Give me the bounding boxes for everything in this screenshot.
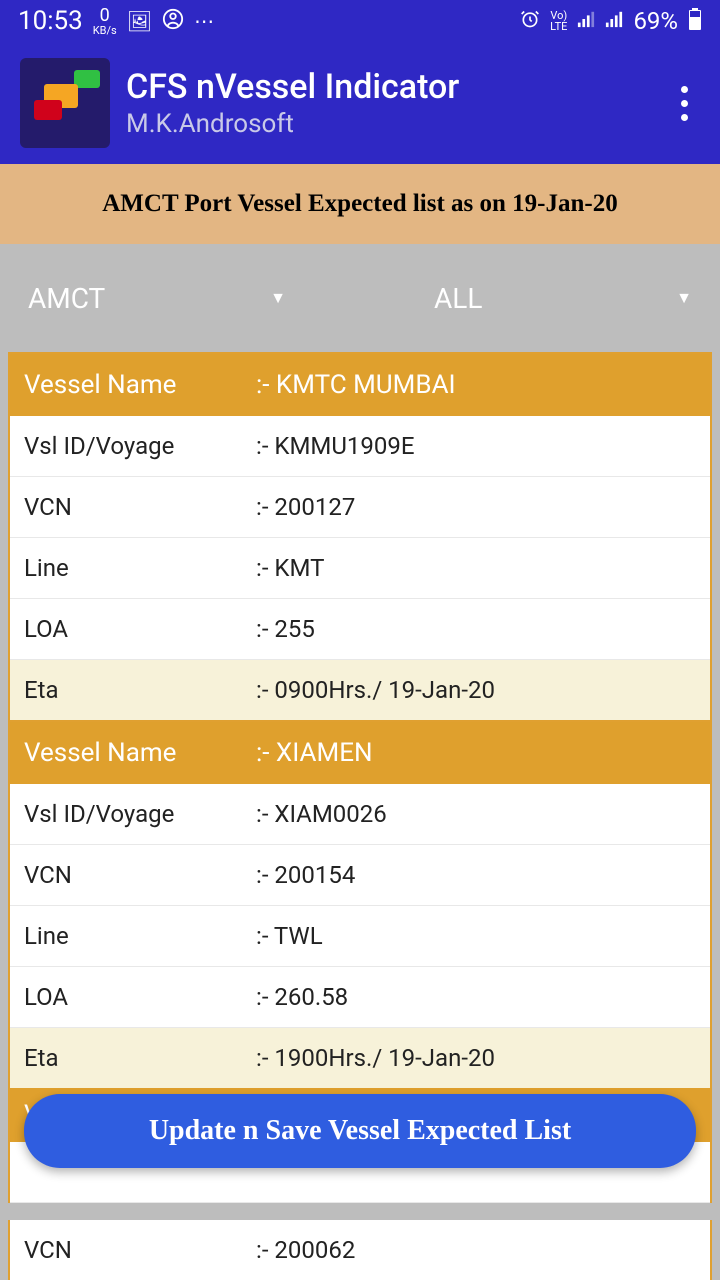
- vcn-label: VCN: [24, 493, 256, 521]
- vcn-value: :- 200154: [256, 861, 696, 889]
- line-filter-label: ALL: [434, 282, 482, 315]
- vessel-name-row: Vessel Name :- KMTC MUMBAI: [10, 354, 710, 416]
- loa-label: LOA: [24, 983, 256, 1011]
- overflow-menu-icon[interactable]: [668, 86, 700, 121]
- eta-label: Eta: [24, 1044, 256, 1072]
- account-icon: [162, 8, 184, 35]
- line-label: Line: [24, 922, 256, 950]
- line-label: Line: [24, 554, 256, 582]
- vcn-row: VCN :- 200154: [10, 845, 710, 906]
- eta-value: :- 1900Hrs./ 19-Jan-20: [256, 1044, 696, 1072]
- port-filter-dropdown[interactable]: AMCT ▼: [0, 282, 314, 315]
- vsl-id-value: :- KMMU1909E: [256, 432, 696, 460]
- battery-icon: [688, 8, 702, 35]
- loa-row: LOA :- 260.58: [10, 967, 710, 1028]
- update-save-button[interactable]: Update n Save Vessel Expected List: [24, 1094, 696, 1168]
- vsl-id-row: Vsl ID/Voyage :- KMMU1909E: [10, 416, 710, 477]
- loa-label: LOA: [24, 615, 256, 643]
- vcn-label: VCN: [24, 861, 256, 889]
- status-time: 10:53: [18, 6, 83, 36]
- vcn-label: VCN: [24, 1236, 256, 1264]
- vsl-id-row: Vsl ID/Voyage :- XIAM0026: [10, 784, 710, 845]
- eta-label: Eta: [24, 676, 256, 704]
- vsl-id-value: :- XIAM0026: [256, 800, 696, 828]
- app-logo: [20, 58, 110, 148]
- alarm-icon: [520, 9, 540, 34]
- line-filter-dropdown[interactable]: ALL ▼: [314, 282, 720, 315]
- vcn-value: :- 200127: [256, 493, 696, 521]
- eta-value: :- 0900Hrs./ 19-Jan-20: [256, 676, 696, 704]
- vcn-row: VCN :- 200127: [10, 477, 710, 538]
- vsl-id-label: Vsl ID/Voyage: [24, 800, 256, 828]
- vessel-name-label: Vessel Name: [24, 370, 256, 400]
- status-bar-right: Vo)LTE 69%: [520, 7, 702, 35]
- app-subtitle: M.K.Androsoft: [126, 109, 652, 139]
- vessel-name-row: Vessel Name :- XIAMEN: [10, 722, 710, 784]
- port-filter-label: AMCT: [28, 282, 105, 315]
- line-value: :- TWL: [256, 922, 696, 950]
- gallery-icon: 🖼: [127, 9, 152, 33]
- app-title: CFS nVessel Indicator: [126, 67, 652, 107]
- loa-value: :- 255: [256, 615, 696, 643]
- loa-row: LOA :- 255: [10, 599, 710, 660]
- more-icon: ⋯: [194, 9, 214, 33]
- vessel-name-value: :- XIAMEN: [256, 738, 696, 768]
- volte-icon: Vo)LTE: [550, 10, 567, 32]
- signal-icon: [577, 9, 595, 33]
- battery-pct: 69%: [633, 7, 678, 35]
- update-save-label: Update n Save Vessel Expected List: [149, 1115, 571, 1147]
- vessel-name-label: Vessel Name: [24, 738, 256, 768]
- loa-value: :- 260.58: [256, 983, 696, 1011]
- line-row: Line :- TWL: [10, 906, 710, 967]
- signal-icon-2: [605, 9, 623, 33]
- status-bar-left: 10:53 0 KB/s 🖼 ⋯: [18, 6, 214, 36]
- vessel-card: Vessel Name :- XIAMEN Vsl ID/Voyage :- X…: [8, 722, 712, 1090]
- eta-row: Eta :- 1900Hrs./ 19-Jan-20: [10, 1028, 710, 1088]
- chevron-down-icon: ▼: [676, 288, 692, 308]
- chevron-down-icon: ▼: [270, 288, 286, 308]
- vessel-name-value: :- KMTC MUMBAI: [256, 370, 696, 400]
- line-row: Line :- KMT: [10, 538, 710, 599]
- line-value: :- KMT: [256, 554, 696, 582]
- eta-row: Eta :- 0900Hrs./ 19-Jan-20: [10, 660, 710, 720]
- vessel-card: Vessel Name :- KMTC MUMBAI Vsl ID/Voyage…: [8, 352, 712, 722]
- vsl-id-label: Vsl ID/Voyage: [24, 432, 256, 460]
- vcn-value: :- 200062: [256, 1236, 696, 1264]
- vcn-row-partial: VCN :- 200062: [8, 1220, 712, 1280]
- network-speed: 0 KB/s: [93, 7, 117, 36]
- banner-title: AMCT Port Vessel Expected list as on 19-…: [0, 164, 720, 244]
